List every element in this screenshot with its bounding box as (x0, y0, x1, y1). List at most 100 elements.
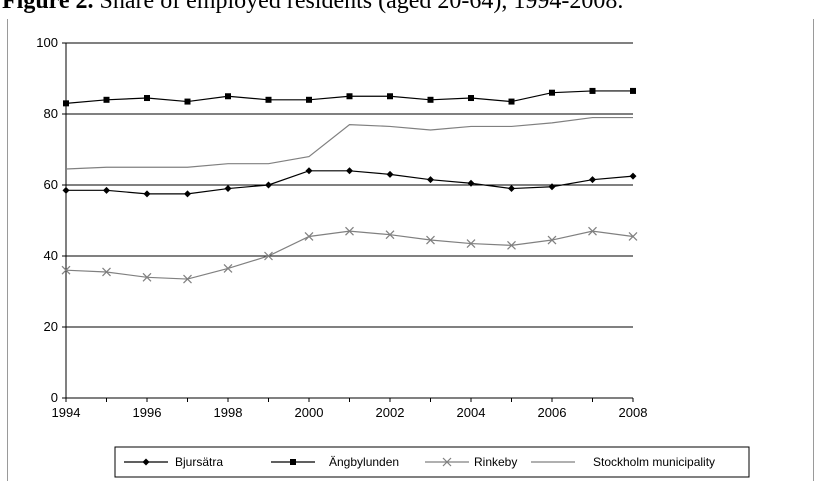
series-2-point-1995 (102, 267, 111, 277)
series-2-point-1994-stroke-b (61, 265, 71, 275)
series-2-point-1995-stroke-b (102, 267, 111, 277)
series-1-point-2005 (508, 98, 515, 105)
series-2-point-2008-stroke-b (628, 232, 638, 241)
series-2-point-2003 (426, 235, 435, 245)
legend-marker-2-stroke-b (442, 457, 452, 467)
series-2-point-1994 (61, 265, 71, 275)
x-tick-label-2004: 2004 (457, 405, 486, 420)
legend-item-2: Rinkeby (425, 455, 517, 469)
y-tick-label-80: 80 (44, 106, 58, 121)
series-2-point-2000 (304, 232, 314, 241)
series-0-point-2001 (346, 167, 353, 175)
series-1-point-2004 (468, 95, 474, 102)
series-1-point-1995 (103, 96, 110, 103)
series-0-point-2007 (589, 176, 596, 184)
series-0-point-2003 (427, 176, 434, 184)
series-0-point-1994 (62, 186, 70, 194)
series-2-point-2002 (385, 230, 395, 240)
series-2-point-2001-stroke-b (345, 226, 354, 236)
series-2-point-2007 (588, 226, 597, 236)
series-2-point-2002-stroke-b (385, 230, 395, 240)
y-tick-label-40: 40 (44, 248, 58, 263)
series-2-point-2006 (547, 235, 557, 245)
series-2-point-2007-stroke-b (588, 226, 597, 236)
series-2-point-1998 (223, 264, 233, 273)
series-1-point-1998 (225, 93, 231, 100)
legend-label-3: Stockholm municipality (593, 455, 715, 469)
series-2-point-2000-stroke-b (304, 232, 314, 241)
series-0-point-2005 (508, 185, 515, 193)
legend-marker-1 (290, 459, 296, 465)
series-0-point-2006 (548, 183, 556, 191)
figure-caption-text: Share of employed residents (aged 20-64)… (99, 0, 624, 14)
series-2-point-2006-stroke-b (547, 235, 557, 245)
axes: 0 20 40 60 80 100 1994 1996 1998 2000 2002 2004 2006… (36, 35, 647, 420)
legend-item-0: Bjursätra (124, 455, 223, 469)
series-0-point-1995 (103, 186, 110, 194)
series-2-point-1999 (264, 251, 273, 261)
series-2-point-1997 (183, 274, 192, 284)
x-tick-label-2002: 2002 (376, 405, 405, 420)
series-2-point-1996-stroke-b (142, 272, 152, 282)
series-1-point-1996 (144, 95, 150, 102)
legend-marker-0 (142, 458, 150, 466)
series-1-point-2000 (306, 96, 312, 103)
series-2-point-1997-stroke-b (183, 274, 192, 284)
legend-item-3: Stockholm municipality (531, 455, 715, 469)
series-2-point-2001 (345, 226, 354, 236)
series-2-line (65, 230, 634, 280)
series-2-point-1999-stroke-b (264, 251, 273, 261)
legend-marker-2 (442, 457, 452, 467)
series-1-point-2006 (549, 89, 555, 96)
legend-label-2: Rinkeby (474, 455, 517, 469)
legend: Bjursätra Ängbylunden Rinkeby Stockholm mun… (114, 446, 750, 478)
series-2-point-1998-stroke-b (223, 264, 233, 273)
legend-item-1: Ängbylunden (271, 455, 399, 469)
series-1-point-2002 (387, 93, 393, 100)
x-tick-label-2008: 2008 (619, 405, 648, 420)
series-0-point-2004 (467, 179, 475, 187)
y-tick-label-0: 0 (51, 390, 58, 405)
series-1-point-1997 (184, 98, 191, 105)
series-1 (63, 87, 636, 107)
series-2-point-2003-stroke-b (426, 235, 435, 245)
series-0-point-1999 (265, 181, 272, 189)
series-0-point-1997 (184, 190, 191, 198)
figure-caption: Figure 2. Share of employed residents (a… (2, 0, 623, 15)
series-0-point-2008 (629, 172, 637, 180)
y-tick-label-100: 100 (36, 35, 58, 50)
series-group (61, 87, 638, 284)
series-1-point-2008 (630, 87, 636, 94)
x-tick-label-2000: 2000 (295, 405, 324, 420)
series-2-point-2008 (628, 232, 638, 241)
series-2-point-1996 (142, 272, 152, 282)
x-tick-label-1996: 1996 (133, 405, 162, 420)
x-tick-label-1994: 1994 (52, 405, 81, 420)
series-0-point-1998 (224, 185, 232, 193)
series-3-line (65, 116, 633, 170)
series-2-point-2004-stroke-b (466, 239, 476, 248)
gridlines (66, 42, 633, 328)
series-1-point-2007 (589, 87, 596, 94)
series-2 (61, 226, 638, 284)
series-1-point-1999 (265, 96, 272, 103)
series-1-point-1994 (63, 100, 69, 107)
series-0 (62, 167, 637, 198)
series-2-point-2005-stroke-b (507, 240, 516, 250)
series-1-point-2003 (427, 96, 434, 103)
legend-label-1: Ängbylunden (329, 455, 399, 469)
x-tick-label-2006: 2006 (538, 405, 567, 420)
y-tick-label-20: 20 (44, 319, 58, 334)
x-tick-label-1998: 1998 (214, 405, 243, 420)
series-0-point-1996 (143, 190, 151, 198)
series-2-point-2005 (507, 240, 516, 250)
series-2-point-2004 (466, 239, 476, 248)
series-1-point-2001 (346, 93, 353, 100)
chart-frame (7, 19, 814, 481)
series-0-point-2000 (305, 167, 313, 175)
legend-label-0: Bjursätra (175, 455, 223, 469)
series-0-point-2002 (386, 170, 394, 178)
figure-label: Figure 2. (2, 0, 94, 14)
